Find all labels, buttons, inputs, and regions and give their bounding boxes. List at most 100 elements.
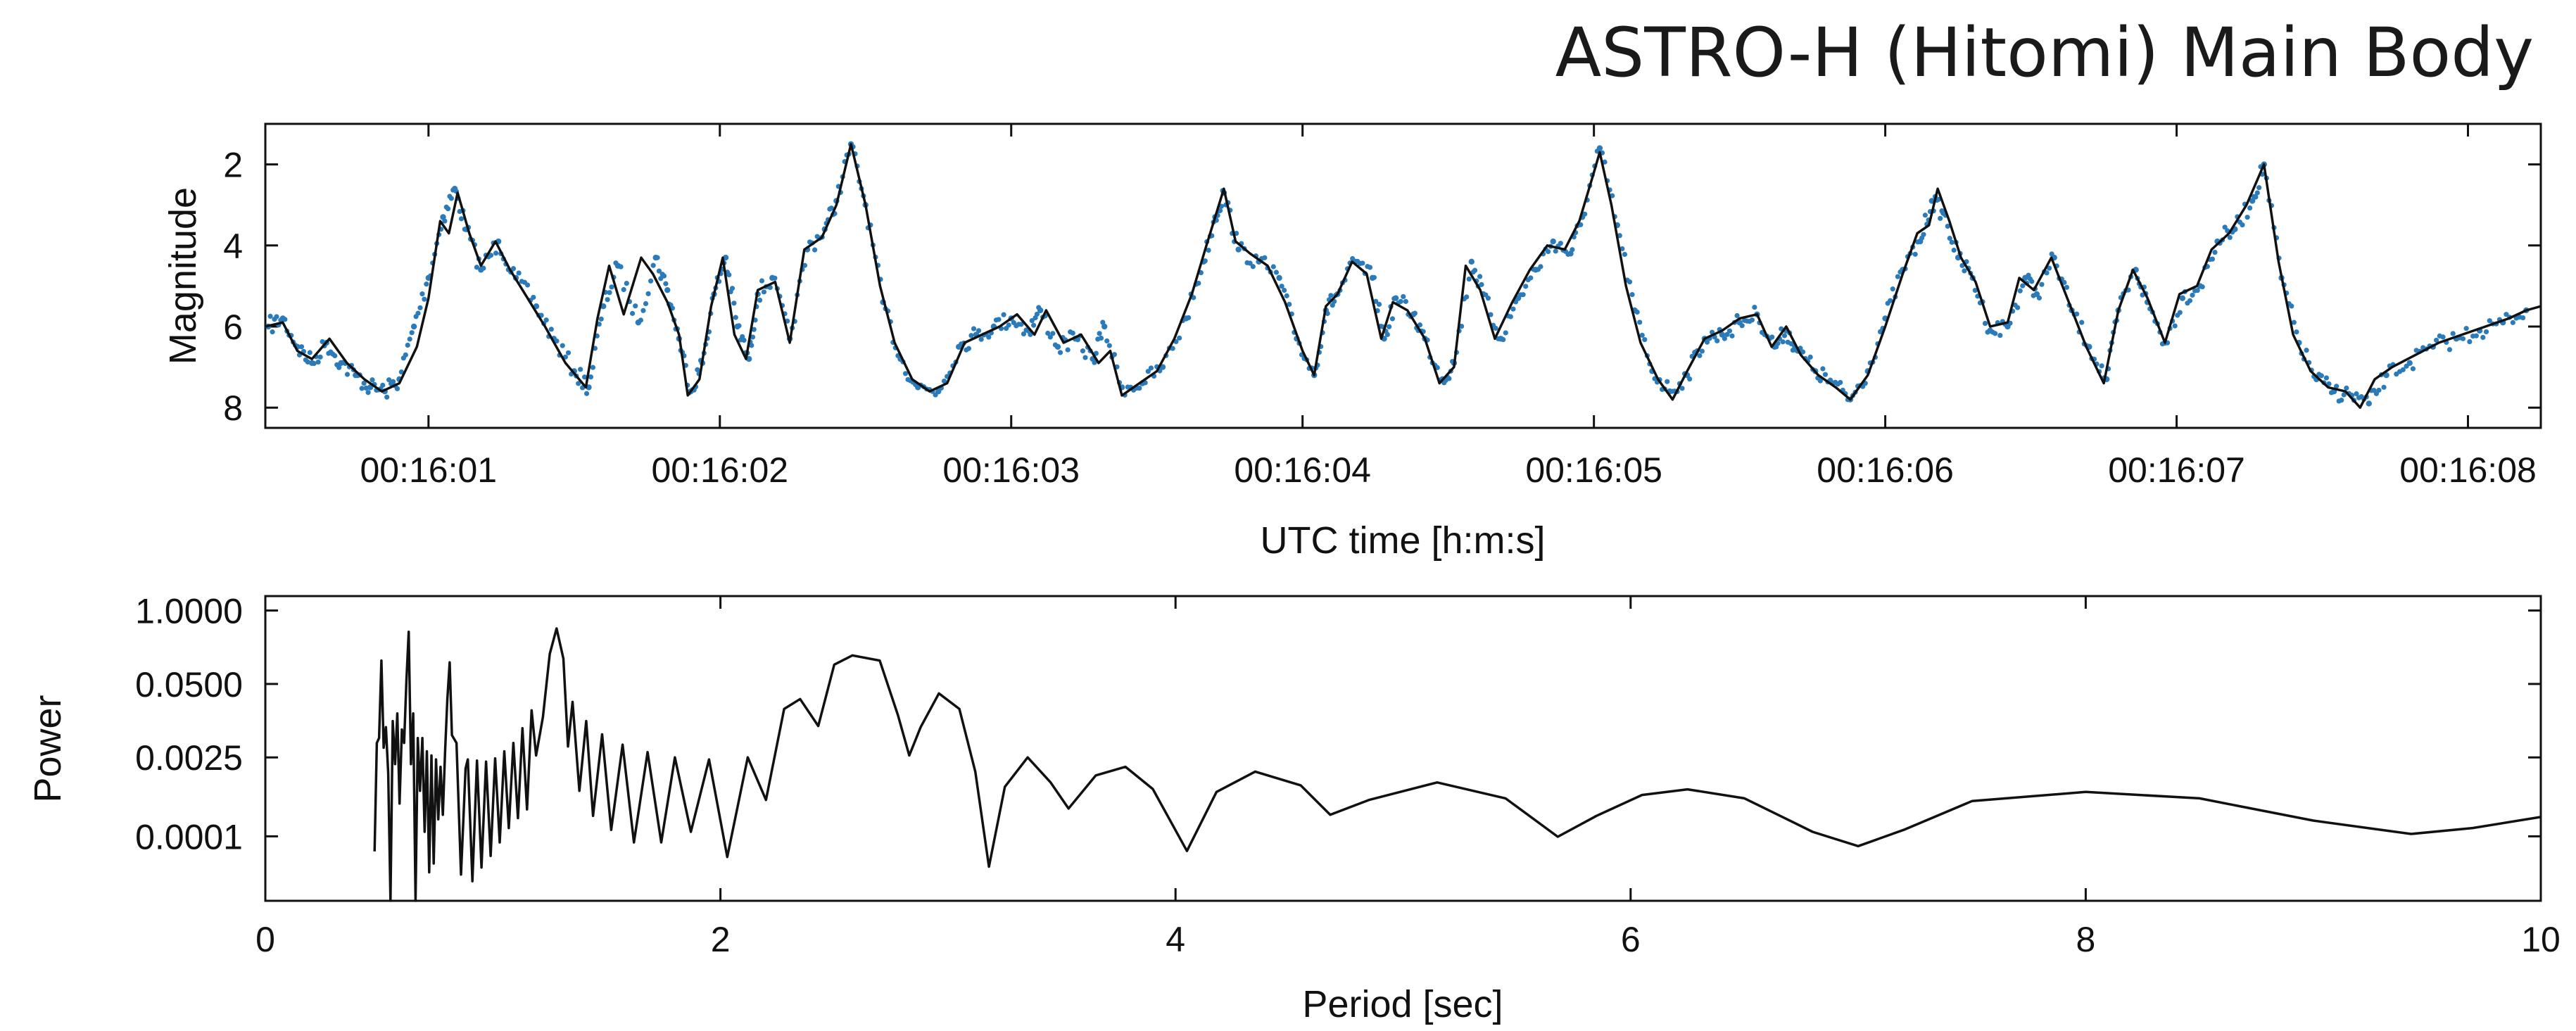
lightcurve-data-point (2504, 312, 2509, 317)
lightcurve-data-point (1501, 336, 1506, 343)
periodogram-x-tick-label: 2 (711, 920, 731, 959)
lightcurve-data-point (605, 297, 610, 303)
lightcurve-data-point (1769, 334, 1775, 340)
lightcurve-data-point (759, 278, 765, 284)
lightcurve-data-point (2046, 265, 2052, 271)
lightcurve-data-point (1596, 145, 1603, 151)
lightcurve-data-point (1054, 343, 1061, 350)
lightcurve-data-point (2304, 348, 2309, 353)
lightcurve-data-point (2190, 292, 2195, 298)
lightcurve-data-point (344, 372, 351, 377)
lightcurve-data-point (2044, 270, 2050, 276)
lightcurve-data-point (361, 380, 367, 386)
lightcurve-data-point (1273, 270, 1280, 275)
lightcurve-data-point (1097, 331, 1102, 336)
lightcurve-data-point (1101, 323, 1108, 330)
periodogram-panel: 0 2 4 6 8 10 1.0000 0.0500 0.0025 0.0001 Period [… (27, 591, 2561, 1025)
lightcurve-data-point (1715, 338, 1720, 343)
lightcurve-data-point (1602, 159, 1608, 165)
lightcurve-data-point (1890, 286, 1895, 292)
lightcurve-data-point (1104, 338, 1110, 344)
lightcurve-data-point (1800, 349, 1806, 355)
lightcurve-data-point (1330, 303, 1335, 308)
lightcurve-data-point (1028, 331, 1033, 337)
lightcurve-data-point (1075, 337, 1080, 343)
lightcurve-data-point (633, 303, 638, 309)
lightcurve-data-point (663, 281, 669, 286)
lightcurve-data-point (1360, 260, 1365, 266)
lightcurve-data-point (315, 359, 321, 365)
lightcurve-data-point (621, 286, 626, 293)
lightcurve-data-point (2195, 288, 2200, 293)
lightcurve-data-point (1817, 378, 1823, 384)
lightcurve-data-point (638, 317, 644, 323)
lightcurve-data-point (442, 218, 448, 224)
lightcurve-data-point (359, 386, 365, 391)
periodogram-frame (264, 595, 2542, 902)
lightcurve-data-point (1092, 360, 1097, 365)
lightcurve-data-point (516, 270, 522, 276)
lightcurve-data-point (510, 266, 517, 272)
lightcurve-data-point (1468, 258, 1475, 265)
lightcurve-data-point (282, 317, 288, 322)
periodogram-x-tick-label: 6 (1621, 920, 1641, 959)
lightcurve-data-point (2074, 311, 2080, 317)
lightcurve-data-point (1734, 312, 1740, 319)
lightcurve-data-point (1726, 328, 1733, 334)
lightcurve-model-line (265, 143, 2542, 409)
lightcurve-ticks: 00:16:01 00:16:02 00:16:03 00:16:04 00:16:05… (223, 124, 2541, 490)
lightcurve-data-point (2256, 185, 2262, 191)
lightcurve-data-point (2015, 305, 2021, 310)
lightcurve-data-point (1704, 339, 1710, 345)
lightcurve-x-tick-label: 00:16:07 (2108, 450, 2245, 490)
lightcurve-panel: 00:16:01 00:16:02 00:16:03 00:16:04 00:16:05… (162, 122, 2542, 562)
periodogram-ticks: 0 2 4 6 8 10 1.0000 0.0500 0.0025 0.0001 (135, 591, 2561, 959)
lightcurve-data-point (1538, 264, 1543, 270)
lightcurve-data-point (1493, 325, 1498, 331)
lightcurve-data-point (750, 334, 756, 340)
lightcurve-data-point (1037, 307, 1044, 314)
lightcurve-data-point (1065, 347, 1071, 353)
lightcurve-data-point (1962, 268, 1967, 274)
lightcurve-data-point (2240, 222, 2245, 228)
lightcurve-data-point (380, 382, 386, 388)
lightcurve-data-point (2381, 384, 2387, 390)
lightcurve-data-point (1170, 346, 1175, 351)
lightcurve-data-point (407, 336, 412, 342)
lightcurve-data-point (1938, 215, 1943, 221)
lightcurve-data-point (2029, 279, 2035, 284)
lightcurve-data-point (1722, 336, 1727, 341)
lightcurve-data-point (1617, 233, 1622, 239)
lightcurve-data-point (645, 291, 651, 296)
lightcurve-data-point (968, 333, 974, 339)
lightcurve-data-point (2247, 205, 2253, 211)
lightcurve-data-point (966, 346, 972, 351)
lightcurve-data-point (1752, 304, 1757, 310)
lightcurve-data-point (643, 301, 649, 307)
lightcurve-data-point (2463, 326, 2469, 331)
lightcurve-data-point (370, 377, 375, 383)
lightcurve-data-point (409, 330, 415, 336)
lightcurve-data-point (2177, 310, 2183, 315)
lightcurve-data-point (2289, 303, 2294, 309)
lightcurve-data-point (2212, 249, 2218, 255)
lightcurve-data-point (578, 367, 583, 372)
lightcurve-data-point (664, 286, 671, 293)
lightcurve-data-point (2179, 295, 2186, 301)
lightcurve-data-point (1822, 372, 1829, 377)
lightcurve-data-point (481, 265, 486, 271)
lightcurve-data-point (1749, 317, 1755, 323)
lightcurve-data-point (1982, 320, 1988, 327)
lightcurve-data-point (1206, 247, 1211, 253)
lightcurve-data-point (726, 272, 732, 278)
lightcurve-data-point (1371, 274, 1377, 280)
lightcurve-data-point (2410, 366, 2416, 372)
periodogram-y-tick-label: 0.0025 (135, 738, 243, 778)
lightcurve-data-point (1250, 264, 1256, 270)
lightcurve-data-point (2406, 360, 2413, 367)
lightcurve-data-point (1472, 267, 1478, 273)
lightcurve-data-point (2253, 194, 2259, 200)
lightcurve-data-point (1080, 348, 1086, 354)
lightcurve-data-point (590, 365, 596, 370)
lightcurve-data-point (1202, 258, 1208, 264)
